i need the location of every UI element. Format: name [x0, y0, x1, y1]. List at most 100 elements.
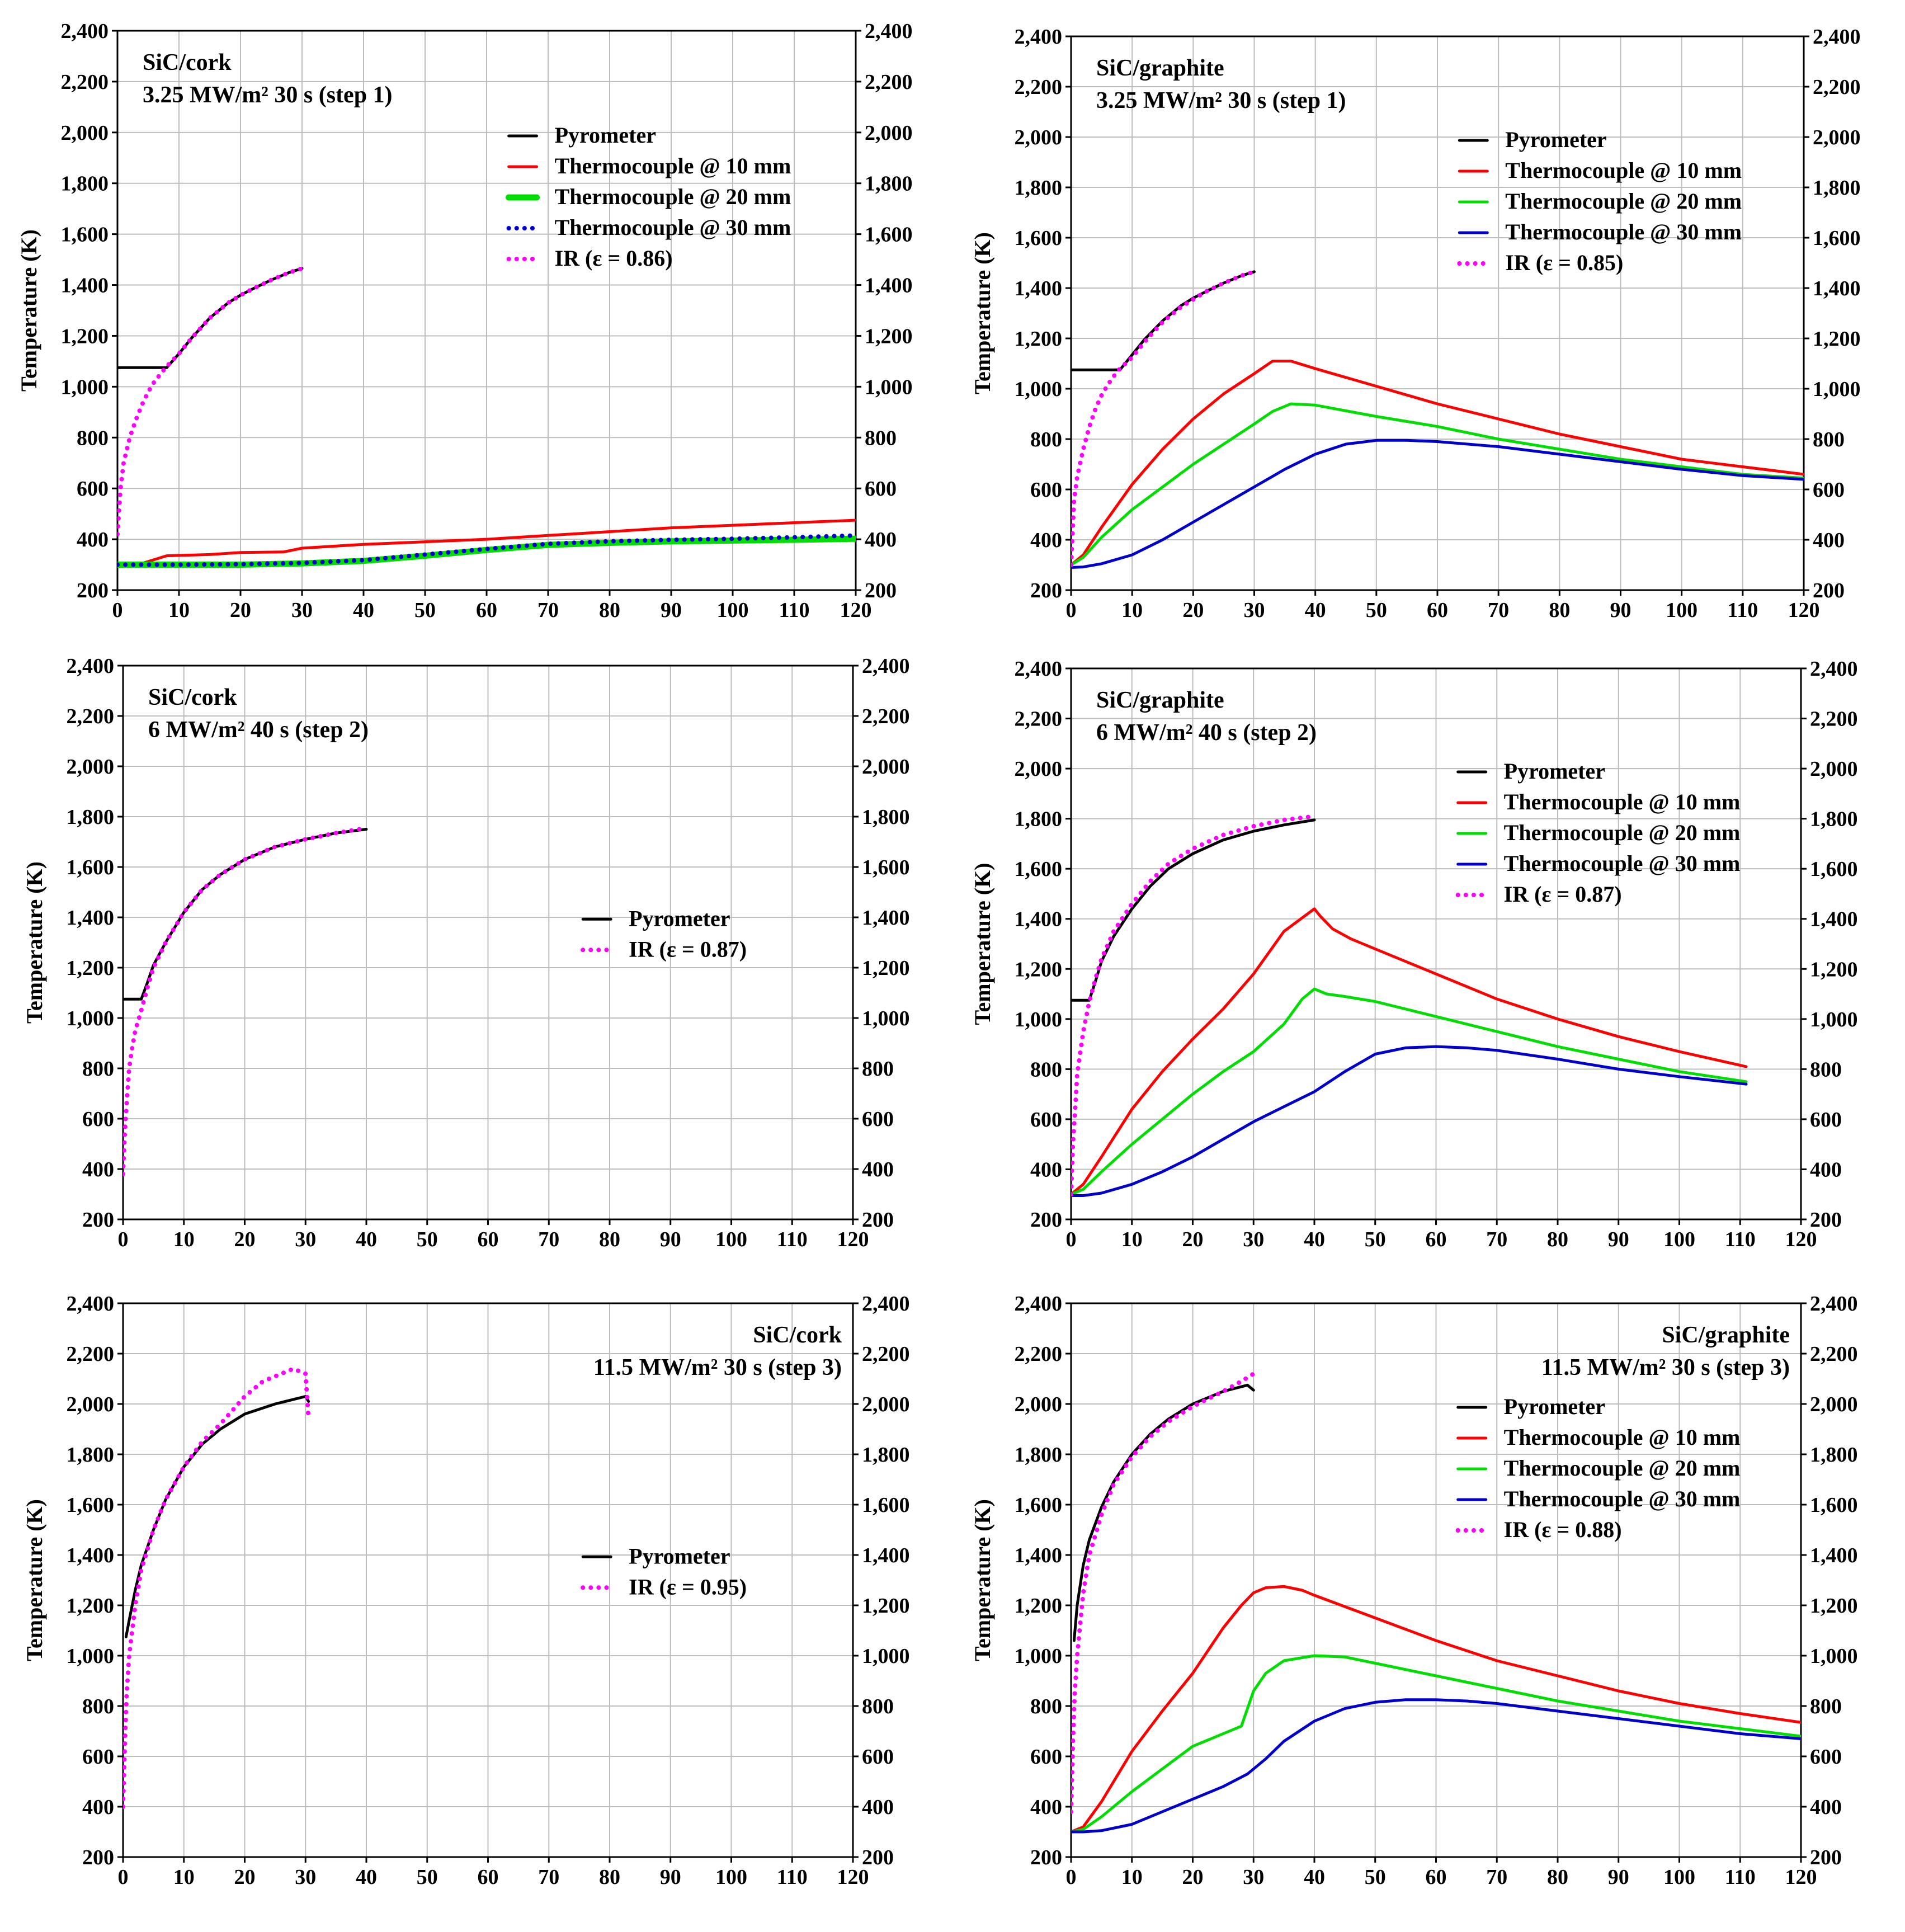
y-tick-label-left: 800 [1030, 1695, 1062, 1718]
x-tick-label: 110 [777, 1865, 808, 1889]
legend-label-1: Pyrometer [555, 122, 656, 148]
y-tick-label-right: 400 [1810, 1158, 1842, 1181]
y-tick-label-right: 600 [1813, 478, 1845, 502]
y-tick-label-right: 600 [865, 477, 897, 501]
chart-title: SiC/graphite [1096, 687, 1224, 713]
y-axis-label: Temperature (K) [970, 232, 995, 394]
series-line-3 [1071, 1654, 1801, 1834]
y-tick-label-left: 2,200 [67, 1342, 115, 1366]
legend-label-3: Thermocouple @ 20 mm [1504, 1455, 1741, 1481]
chart-title: SiC/graphite [1662, 1322, 1790, 1348]
y-tick-label-left: 1,600 [1015, 227, 1063, 250]
x-tick-label: 20 [234, 1865, 256, 1889]
series-group [1071, 1372, 1801, 1834]
y-tick-label-right: 1,400 [1810, 908, 1858, 931]
x-tick-label: 60 [476, 599, 497, 622]
y-axis-label: Temperature (K) [970, 863, 995, 1025]
y-tick-label-right: 200 [862, 1846, 894, 1869]
x-tick-label: 0 [118, 1865, 129, 1889]
x-tick-label: 40 [356, 1865, 377, 1889]
y-tick-label-right: 400 [865, 528, 897, 552]
y-tick-label-right: 200 [1813, 579, 1845, 602]
y-tick-label-left: 200 [1030, 579, 1062, 602]
x-tick-label: 100 [1666, 599, 1697, 622]
y-tick-label-left: 2,400 [1015, 657, 1063, 681]
x-tick-label: 90 [1610, 599, 1631, 622]
y-tick-label-right: 2,200 [862, 1342, 910, 1366]
y-tick-label-right: 1,600 [1810, 1493, 1858, 1517]
y-tick-label-right: 1,200 [862, 956, 910, 980]
y-tick-label-right: 200 [865, 579, 897, 602]
x-tick-label: 30 [1244, 599, 1265, 622]
x-tick-label: 40 [1305, 599, 1326, 622]
x-tick-label: 60 [1426, 1865, 1447, 1889]
y-tick-label-left: 1,000 [61, 375, 109, 399]
x-tick-label: 0 [118, 1228, 129, 1251]
y-tick-label-right: 2,400 [862, 654, 910, 678]
x-tick-label: 0 [1066, 1865, 1077, 1889]
x-tick-label: 90 [1608, 1228, 1629, 1251]
x-tick-label: 20 [234, 1228, 256, 1251]
y-tick-label-right: 1,600 [1813, 227, 1861, 250]
x-tick-label: 10 [1121, 1865, 1143, 1889]
x-tick-label: 20 [1182, 1228, 1204, 1251]
legend-label-3: Thermocouple @ 20 mm [555, 184, 791, 209]
x-tick-label: 90 [1608, 1865, 1629, 1889]
series-line-3 [1071, 402, 1804, 567]
chart-subtitle: 11.5 MW/m² 30 s (step 3) [1541, 1355, 1790, 1380]
series-line-5 [117, 266, 304, 536]
y-tick-label-right: 1,800 [1810, 1443, 1858, 1467]
y-tick-label-left: 400 [1030, 1796, 1062, 1819]
series-line-3 [1071, 987, 1748, 1196]
x-tick-label: 120 [840, 599, 872, 622]
y-tick-label-right: 2,000 [862, 1393, 910, 1416]
x-tick-label: 50 [417, 1865, 438, 1889]
y-tick-label-right: 1,600 [1810, 857, 1858, 881]
y-tick-label-left: 2,000 [67, 755, 115, 779]
series-line-1 [1071, 270, 1256, 371]
series-line-4 [1071, 1698, 1801, 1834]
y-tick-label-right: 1,400 [1810, 1544, 1858, 1567]
y-tick-label-left: 1,800 [67, 1443, 115, 1467]
y-tick-label-right: 1,400 [865, 274, 913, 298]
x-tick-label: 80 [599, 1865, 620, 1889]
y-tick-label-right: 2,400 [1810, 657, 1858, 681]
chart-subtitle: 11.5 MW/m² 30 s (step 3) [593, 1355, 842, 1380]
x-tick-label: 120 [837, 1865, 869, 1889]
x-tick-label: 110 [777, 1228, 808, 1251]
y-tick-label-left: 1,600 [67, 856, 115, 879]
y-tick-label-left: 2,000 [1015, 126, 1063, 149]
y-tick-label-right: 600 [1810, 1745, 1842, 1769]
legend-label-1: Pyrometer [629, 906, 730, 931]
x-tick-label: 10 [173, 1865, 195, 1889]
y-tick-label-right: 2,400 [1813, 25, 1861, 49]
y-tick-label-left: 200 [82, 1208, 114, 1232]
y-tick-label-left: 200 [1030, 1208, 1062, 1232]
series-line-5 [1071, 269, 1257, 567]
y-tick-label-right: 400 [1810, 1796, 1842, 1819]
x-tick-label: 70 [537, 599, 559, 622]
legend-label-2: Thermocouple @ 10 mm [555, 153, 791, 178]
x-tick-label: 90 [661, 599, 682, 622]
legend: Pyrometer IR (ε = 0.87) [581, 906, 747, 962]
y-tick-label-left: 1,000 [1015, 378, 1063, 401]
y-tick-label-right: 2,400 [865, 20, 913, 43]
legend-label-1: Pyrometer [629, 1543, 730, 1568]
series-line-4 [1071, 1045, 1748, 1197]
y-tick-label-left: 1,200 [67, 1594, 115, 1618]
series-group [117, 266, 856, 568]
y-tick-label-right: 200 [1810, 1846, 1842, 1869]
y-axis-label: Temperature (K) [22, 1499, 47, 1661]
series-line-1 [124, 1395, 310, 1638]
y-tick-label-right: 400 [1813, 529, 1845, 552]
y-tick-label-left: 600 [1030, 478, 1062, 502]
y-tick-label-left: 800 [1030, 428, 1062, 451]
y-tick-label-left: 200 [77, 579, 109, 602]
x-tick-label: 90 [660, 1228, 681, 1251]
y-tick-label-left: 1,000 [67, 1007, 115, 1030]
series-group [123, 1366, 311, 1809]
y-tick-label-left: 400 [82, 1158, 114, 1181]
